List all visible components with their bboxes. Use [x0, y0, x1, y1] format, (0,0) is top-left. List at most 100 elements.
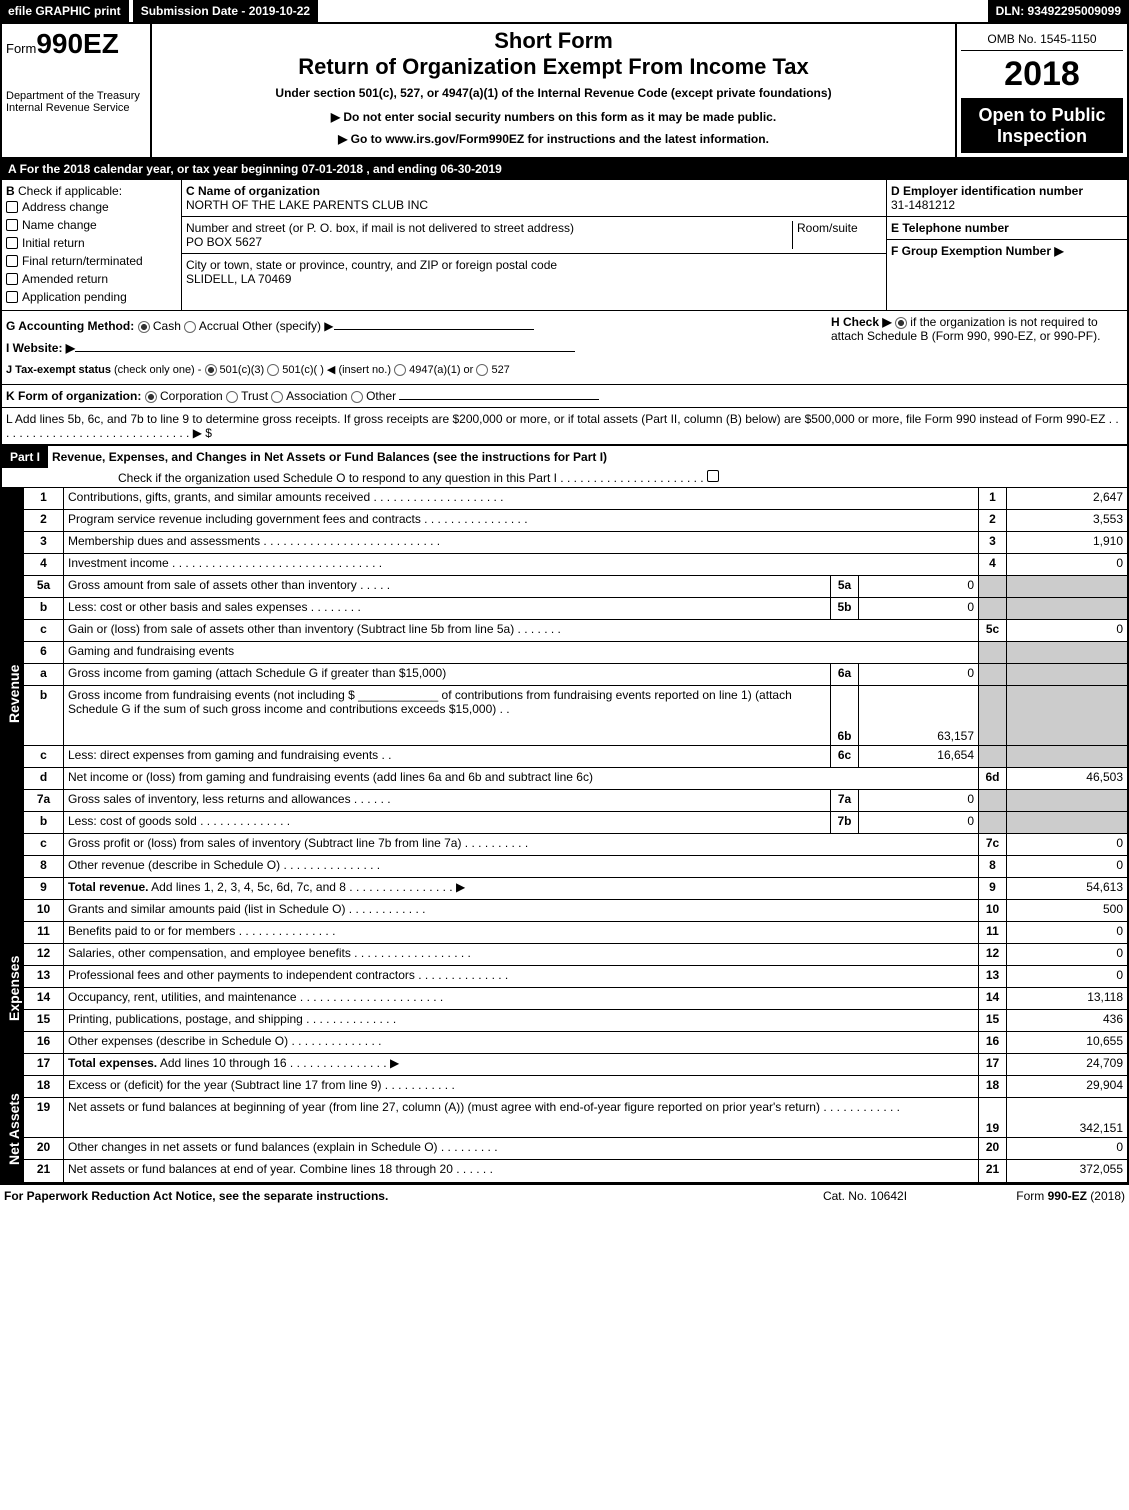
- line-amt: 372,055: [1007, 1160, 1127, 1182]
- line-desc: Gross profit or (loss) from sales of inv…: [64, 834, 979, 855]
- form-number: Form990EZ: [6, 28, 146, 60]
- other-input[interactable]: [334, 329, 534, 330]
- mid-box: 6a: [831, 664, 859, 685]
- line-desc: Other revenue (describe in Schedule O) .…: [64, 856, 979, 877]
- line-amt: 13,118: [1007, 988, 1127, 1009]
- line-3: 3Membership dues and assessments . . . .…: [24, 532, 1127, 554]
- line-21: 21Net assets or fund balances at end of …: [24, 1160, 1127, 1182]
- checkbox-icon[interactable]: [6, 201, 18, 213]
- line-num: 16: [24, 1032, 64, 1053]
- shade-amt: [1007, 598, 1127, 619]
- radio-assoc[interactable]: [271, 391, 283, 403]
- line-amt: 24,709: [1007, 1054, 1127, 1075]
- line-desc: Salaries, other compensation, and employ…: [64, 944, 979, 965]
- line-16: 16Other expenses (describe in Schedule O…: [24, 1032, 1127, 1054]
- other-label: Other (specify) ▶: [242, 319, 333, 333]
- radio-527[interactable]: [476, 364, 488, 376]
- checkbox-icon[interactable]: [6, 291, 18, 303]
- line-6: 6Gaming and fundraising events: [24, 642, 1127, 664]
- line-amt: 0: [1007, 1138, 1127, 1159]
- line-desc: Membership dues and assessments . . . . …: [64, 532, 979, 553]
- radio-trust[interactable]: [226, 391, 238, 403]
- radio-corp[interactable]: [145, 391, 157, 403]
- part1-title: Revenue, Expenses, and Changes in Net As…: [48, 446, 1127, 468]
- radio-h[interactable]: [895, 317, 907, 329]
- line-17: 17Total expenses. Add lines 10 through 1…: [24, 1054, 1127, 1076]
- line-num: 5a: [24, 576, 64, 597]
- chk-label: Final return/terminated: [22, 254, 143, 268]
- shade-box: [979, 598, 1007, 619]
- line-18: 18Excess or (deficit) for the year (Subt…: [24, 1076, 1127, 1098]
- shade-box: [979, 812, 1007, 833]
- chk-address-change[interactable]: Address change: [6, 198, 177, 216]
- line-num: 7a: [24, 790, 64, 811]
- line-amt: 46,503: [1007, 768, 1127, 789]
- mid-amt: 63,157: [859, 686, 979, 745]
- form-label: Form: [6, 41, 36, 56]
- checkbox-icon[interactable]: [6, 219, 18, 231]
- line-15: 15Printing, publications, postage, and s…: [24, 1010, 1127, 1032]
- part1-check: Check if the organization used Schedule …: [48, 468, 1127, 487]
- sidebar-revenue: Revenue: [2, 488, 24, 900]
- d-label: D Employer identification number: [891, 184, 1083, 198]
- line-box: 8: [979, 856, 1007, 877]
- chk-initial-return[interactable]: Initial return: [6, 234, 177, 252]
- l-text: L Add lines 5b, 6c, and 7b to line 9 to …: [6, 412, 1119, 440]
- goto-url-text: ▶ Go to www.irs.gov/Form990EZ for instru…: [156, 128, 951, 150]
- line-num: 1: [24, 488, 64, 509]
- line-6c: cLess: direct expenses from gaming and f…: [24, 746, 1127, 768]
- radio-501c[interactable]: [267, 364, 279, 376]
- city-label: City or town, state or province, country…: [186, 258, 882, 272]
- line-desc: Total expenses. Add lines 10 through 16 …: [64, 1054, 979, 1075]
- chk-app-pending[interactable]: Application pending: [6, 288, 177, 306]
- shade-amt: [1007, 664, 1127, 685]
- shade-box: [979, 686, 1007, 745]
- checkbox-icon[interactable]: [6, 255, 18, 267]
- under-section-text: Under section 501(c), 527, or 4947(a)(1)…: [156, 80, 951, 106]
- part1-checkbox[interactable]: [707, 470, 719, 482]
- mid-box: 6c: [831, 746, 859, 767]
- i-label: I Website: ▶: [6, 341, 75, 355]
- line-amt: 1,910: [1007, 532, 1127, 553]
- chk-name-change[interactable]: Name change: [6, 216, 177, 234]
- col-b: B Check if applicable: Address change Na…: [2, 180, 182, 310]
- line-20: 20Other changes in net assets or fund ba…: [24, 1138, 1127, 1160]
- line-num: 2: [24, 510, 64, 531]
- chk-label: Address change: [22, 200, 109, 214]
- line-box: 20: [979, 1138, 1007, 1159]
- line-amt: 0: [1007, 554, 1127, 575]
- radio-4947[interactable]: [394, 364, 406, 376]
- city-value: SLIDELL, LA 70469: [186, 272, 882, 286]
- checkbox-icon[interactable]: [6, 237, 18, 249]
- k-other-input[interactable]: [399, 399, 599, 400]
- short-form-title: Short Form: [156, 28, 951, 54]
- chk-label: Application pending: [22, 290, 127, 304]
- radio-501c3[interactable]: [205, 364, 217, 376]
- checkbox-icon[interactable]: [6, 273, 18, 285]
- website-input[interactable]: [75, 351, 575, 352]
- line-desc: Program service revenue including govern…: [64, 510, 979, 531]
- line-box: 2: [979, 510, 1007, 531]
- line-1: 1Contributions, gifts, grants, and simil…: [24, 488, 1127, 510]
- mid-box: 7b: [831, 812, 859, 833]
- line-num: c: [24, 834, 64, 855]
- chk-label: Initial return: [22, 236, 85, 250]
- line-num: 14: [24, 988, 64, 1009]
- line-4: 4Investment income . . . . . . . . . . .…: [24, 554, 1127, 576]
- dept-treasury: Department of the Treasury: [6, 90, 146, 102]
- form-header: Form990EZ Department of the Treasury Int…: [0, 22, 1129, 159]
- chk-final-return[interactable]: Final return/terminated: [6, 252, 177, 270]
- submission-date: Submission Date - 2019-10-22: [133, 0, 318, 22]
- radio-accrual[interactable]: [184, 321, 196, 333]
- radio-cash[interactable]: [138, 321, 150, 333]
- shade-amt: [1007, 812, 1127, 833]
- line-num: c: [24, 746, 64, 767]
- chk-amended-return[interactable]: Amended return: [6, 270, 177, 288]
- addr-value: PO BOX 5627: [186, 235, 792, 249]
- line-desc: Grants and similar amounts paid (list in…: [64, 900, 979, 921]
- line-6a: aGross income from gaming (attach Schedu…: [24, 664, 1127, 686]
- line-box: 17: [979, 1054, 1007, 1075]
- radio-other[interactable]: [351, 391, 363, 403]
- h-label: H Check ▶: [831, 315, 892, 329]
- chk-label: Amended return: [22, 272, 108, 286]
